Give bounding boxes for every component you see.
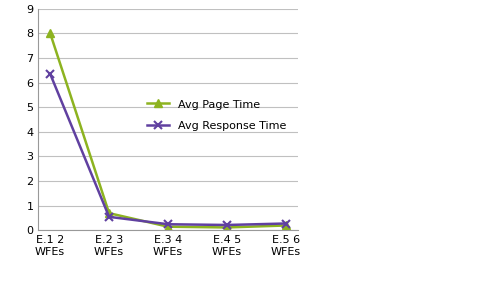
Avg Page Time	[106, 211, 112, 215]
Legend: Avg Page Time, Avg Response Time: Avg Page Time, Avg Response Time	[142, 93, 292, 137]
Line: Avg Page Time: Avg Page Time	[46, 29, 290, 232]
Avg Page Time	[224, 226, 230, 229]
Avg Response Time	[224, 223, 230, 227]
Avg Page Time	[283, 224, 288, 227]
Avg Response Time	[48, 72, 53, 76]
Line: Avg Response Time: Avg Response Time	[46, 70, 290, 229]
Avg Response Time	[165, 223, 171, 226]
Avg Response Time	[106, 215, 112, 219]
Avg Response Time	[283, 222, 288, 225]
Avg Page Time	[165, 225, 171, 228]
Avg Page Time	[48, 32, 53, 35]
